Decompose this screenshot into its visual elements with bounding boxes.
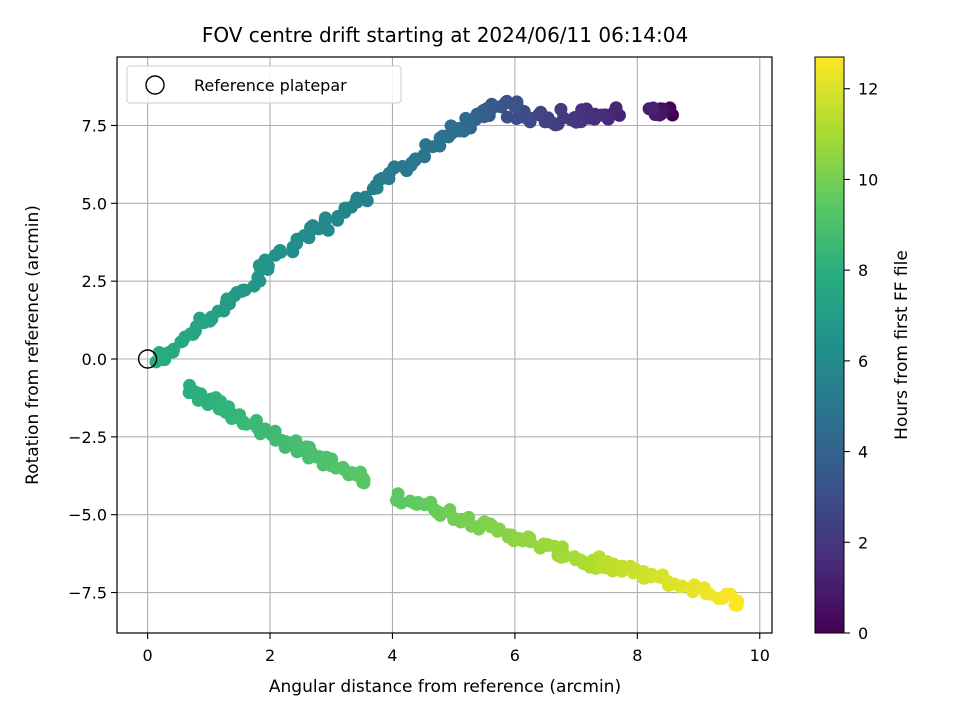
y-tick-label: −7.5 xyxy=(68,584,107,603)
colorbar-tick-label: 6 xyxy=(858,352,868,371)
chart-title: FOV centre drift starting at 2024/06/11 … xyxy=(202,23,688,47)
data-point xyxy=(500,110,514,124)
x-tick-label: 0 xyxy=(143,646,153,665)
colorbar-ticks: 0 2 4 6 8 10 12 xyxy=(844,80,878,643)
data-point xyxy=(321,223,335,237)
y-tick-label: −5.0 xyxy=(68,506,107,525)
x-axis-ticks: 0 2 4 6 8 10 xyxy=(143,633,770,665)
legend-box xyxy=(126,65,402,104)
scatter-points xyxy=(137,94,745,613)
y-tick-label: 0.0 xyxy=(82,350,107,369)
data-point xyxy=(289,434,303,448)
x-tick-label: 6 xyxy=(510,646,520,665)
data-point xyxy=(286,240,300,254)
data-point xyxy=(558,549,572,563)
data-point xyxy=(400,164,414,178)
y-tick-label: 2.5 xyxy=(82,272,107,291)
colorbar-label: Hours from first FF file xyxy=(892,250,912,440)
colorbar-tick-label: 8 xyxy=(858,261,868,280)
data-point xyxy=(675,579,689,593)
y-tick-label: −2.5 xyxy=(68,428,107,447)
x-axis-label: Angular distance from reference (arcmin) xyxy=(269,677,621,697)
legend-label: Reference platepar xyxy=(194,76,347,95)
data-point xyxy=(609,101,623,115)
legend: Reference platepar xyxy=(126,65,402,104)
data-point xyxy=(230,286,244,300)
data-point xyxy=(278,440,292,454)
colorbar-tick-label: 10 xyxy=(858,170,878,189)
x-tick-label: 4 xyxy=(387,646,397,665)
x-tick-label: 2 xyxy=(265,646,275,665)
reference-platepar-marker xyxy=(137,349,158,369)
data-point xyxy=(605,562,619,576)
data-point xyxy=(331,213,345,227)
data-point xyxy=(360,194,374,208)
legend-marker-open-circle xyxy=(145,75,165,95)
y-tick-label: 7.5 xyxy=(82,116,107,135)
colorbar-tick-label: 2 xyxy=(858,533,868,552)
colorbar-tick-label: 4 xyxy=(858,443,868,462)
x-tick-label: 8 xyxy=(632,646,642,665)
data-point xyxy=(685,581,699,595)
data-point xyxy=(459,111,473,125)
colorbar-tick-label: 0 xyxy=(858,624,868,643)
plot-frame xyxy=(116,56,773,634)
y-tick-label: 5.0 xyxy=(82,194,107,213)
data-point xyxy=(166,345,180,359)
y-axis-ticks: −7.5 −5.0 −2.5 0.0 2.5 5.0 7.5 xyxy=(68,116,117,603)
data-point xyxy=(268,248,282,262)
data-point xyxy=(318,211,332,225)
data-point xyxy=(357,473,371,487)
colorbar: 0 2 4 6 8 10 12 Hours from first FF file xyxy=(814,56,912,643)
data-point xyxy=(730,599,744,613)
data-point xyxy=(248,417,262,431)
data-point xyxy=(419,138,433,152)
y-axis-label: Rotation from reference (arcmin) xyxy=(23,205,43,485)
data-point xyxy=(366,182,380,196)
grid-lines xyxy=(117,57,772,633)
data-point xyxy=(554,102,568,116)
data-point xyxy=(524,535,538,549)
colorbar-gradient xyxy=(814,56,845,634)
data-point xyxy=(646,101,660,115)
data-point xyxy=(517,110,531,124)
x-tick-label: 10 xyxy=(750,646,770,665)
colorbar-tick-label: 12 xyxy=(858,80,878,99)
